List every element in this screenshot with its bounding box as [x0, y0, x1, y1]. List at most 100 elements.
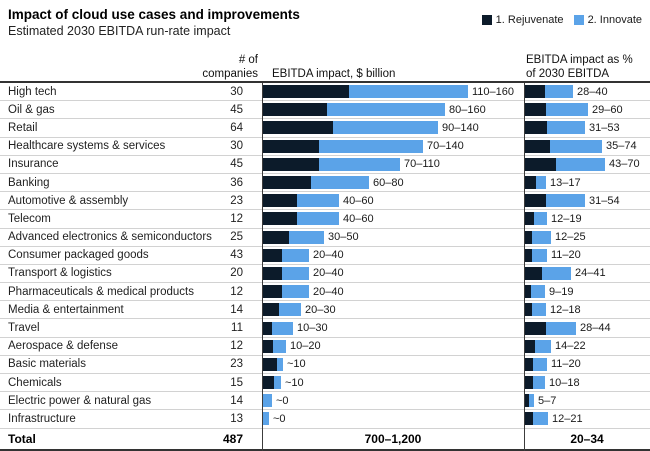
pct-innovate-segment — [556, 157, 605, 171]
pct-bar — [525, 85, 573, 99]
sector-label: Healthcare systems & services — [8, 140, 166, 153]
pct-range-label: 13–17 — [550, 176, 581, 189]
ebitda-bar — [263, 412, 269, 426]
legend-item-rejuvenate: 1. Rejuvenate — [481, 14, 564, 26]
sector-label: Chemicals — [8, 376, 62, 389]
ebitda-rejuvenate-segment — [263, 339, 273, 353]
ebitda-rejuvenate-segment — [263, 121, 333, 135]
total-row: Total 487 700–1,200 20–34 — [0, 429, 650, 449]
pct-rejuvenate-segment — [525, 103, 546, 117]
pct-rejuvenate-segment — [525, 139, 550, 153]
pct-rejuvenate-segment — [525, 121, 547, 135]
ebitda-innovate-segment — [263, 412, 269, 426]
sector-label: Transport & logistics — [8, 267, 112, 280]
pct-rejuvenate-segment — [525, 266, 542, 280]
ebitda-range-label: 40–60 — [343, 194, 374, 207]
companies-count: 20 — [230, 267, 243, 280]
sector-label: High tech — [8, 85, 57, 98]
ebitda-innovate-segment — [273, 339, 286, 353]
table-row: Retail 64 90–140 31–53 — [0, 119, 650, 138]
ebitda-rejuvenate-segment — [263, 266, 282, 280]
pct-range-label: 29–60 — [592, 103, 623, 116]
ebitda-innovate-segment — [333, 121, 438, 135]
table-row: Electric power & natural gas 14 ~0 5–7 — [0, 392, 650, 411]
innovate-swatch-icon — [573, 15, 584, 25]
pct-range-label: 31–54 — [589, 194, 620, 207]
pct-range-label: 24–41 — [575, 267, 606, 280]
companies-count: 11 — [231, 322, 243, 335]
pct-innovate-segment — [532, 303, 546, 317]
ebitda-bar — [263, 376, 281, 390]
pct-bar — [525, 139, 602, 153]
table-row: Aerospace & defense 12 10–20 14–22 — [0, 338, 650, 356]
column-header-pct: EBITDA impact as % of 2030 EBITDA — [526, 54, 633, 80]
chart-subtitle: Estimated 2030 EBITDA run-rate impact — [8, 24, 231, 38]
ebitda-range-label: 20–40 — [313, 249, 344, 262]
ebitda-range-label: 30–50 — [328, 231, 359, 244]
pct-rejuvenate-segment — [525, 248, 532, 262]
sector-label: Advanced electronics & semiconductors — [8, 231, 212, 244]
pct-innovate-segment — [542, 266, 571, 280]
pct-bar — [525, 412, 548, 426]
header-rule — [0, 81, 650, 83]
table-row: Travel 11 10–30 28–44 — [0, 319, 650, 338]
rejuvenate-swatch-icon — [481, 15, 492, 25]
column-headers: # of companies EBITDA impact, $ billion … — [0, 47, 650, 81]
pct-bar — [525, 321, 576, 335]
table-row: Insurance 45 70–110 43–70 — [0, 156, 650, 174]
ebitda-range-label: 20–40 — [313, 285, 344, 298]
sector-label: Insurance — [8, 158, 59, 171]
pct-axis-line — [524, 83, 525, 451]
ebitda-innovate-segment — [311, 176, 369, 190]
table-row: Automotive & assembly 23 40–60 31–54 — [0, 192, 650, 211]
ebitda-bar — [263, 266, 309, 280]
title-block: Impact of cloud use cases and improvemen… — [0, 6, 650, 39]
table-row: Healthcare systems & services 30 70–140 … — [0, 138, 650, 156]
ebitda-innovate-segment — [297, 194, 339, 208]
pct-rejuvenate-segment — [525, 412, 533, 426]
ebitda-innovate-segment — [327, 103, 445, 117]
pct-bar — [525, 376, 545, 390]
sector-label: Consumer packaged goods — [8, 249, 149, 262]
ebitda-innovate-segment — [272, 321, 293, 335]
pct-innovate-segment — [546, 194, 585, 208]
ebitda-range-label: 80–160 — [449, 103, 486, 116]
table-row: Chemicals 15 ~10 10–18 — [0, 374, 650, 393]
companies-count: 12 — [230, 285, 243, 298]
pct-rejuvenate-segment — [525, 321, 546, 335]
legend-item-innovate: 2. Innovate — [573, 14, 642, 26]
ebitda-bar — [263, 339, 286, 353]
ebitda-range-label: 20–30 — [305, 303, 336, 316]
ebitda-range-label: 70–110 — [404, 158, 440, 171]
companies-count: 43 — [230, 249, 243, 262]
ebitda-range-label: ~0 — [276, 394, 289, 407]
pct-bar — [525, 248, 547, 262]
pct-bar — [525, 212, 547, 226]
pct-range-label: 11–20 — [551, 249, 581, 262]
table-row: Infrastructure 13 ~0 12–21 — [0, 410, 650, 429]
pct-bar — [525, 194, 585, 208]
pct-range-label: 5–7 — [538, 394, 557, 407]
pct-range-label: 28–44 — [580, 322, 611, 335]
ebitda-range-label: 10–30 — [297, 322, 328, 335]
pct-innovate-segment — [547, 121, 585, 135]
ebitda-bar — [263, 321, 293, 335]
pct-rejuvenate-segment — [525, 303, 532, 317]
companies-count: 30 — [230, 140, 243, 153]
companies-count: 12 — [230, 340, 243, 353]
pct-range-label: 12–21 — [552, 412, 583, 425]
pct-bar — [525, 394, 534, 408]
legend-label-innovate: 2. Innovate — [587, 14, 642, 26]
sector-label: Basic materials — [8, 358, 86, 371]
ebitda-range-label: 70–140 — [427, 140, 464, 153]
ebitda-rejuvenate-segment — [263, 212, 297, 226]
ebitda-innovate-segment — [319, 139, 423, 153]
pct-innovate-segment — [533, 412, 548, 426]
pct-innovate-segment — [533, 357, 547, 371]
column-header-ebitda: EBITDA impact, $ billion — [272, 67, 396, 80]
pct-range-label: 35–74 — [606, 140, 637, 153]
pct-bar — [525, 303, 546, 317]
pct-rejuvenate-segment — [525, 176, 536, 190]
pct-rejuvenate-segment — [525, 357, 533, 371]
pct-range-label: 31–53 — [589, 121, 620, 134]
